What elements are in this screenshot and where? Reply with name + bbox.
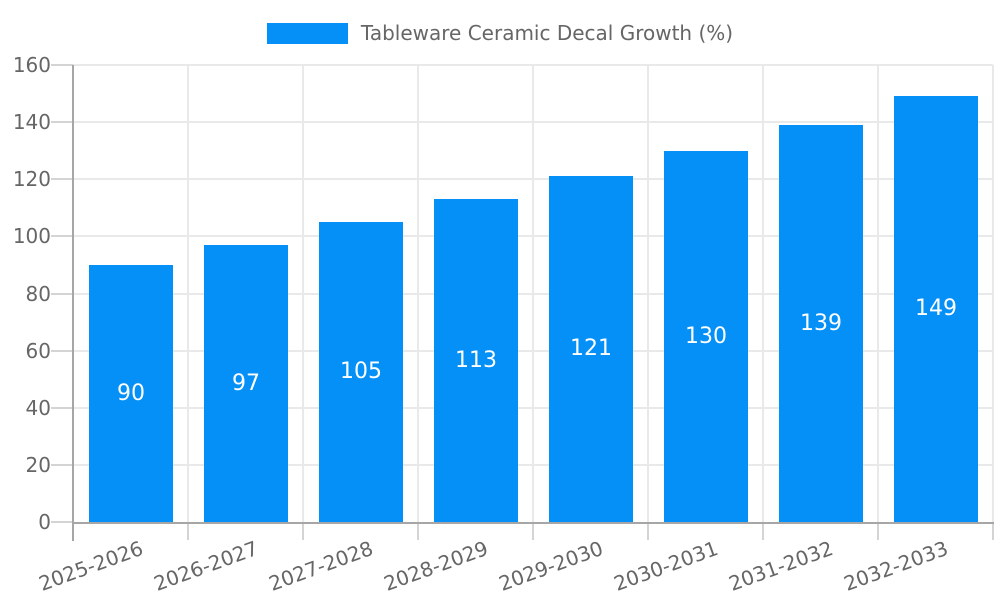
bar: [664, 151, 748, 522]
bar-value-label: 113: [455, 348, 497, 373]
x-tick-mark: [417, 524, 419, 540]
bar: [894, 96, 978, 522]
bar: [204, 245, 288, 522]
y-tick-label: 80: [25, 282, 51, 306]
y-tick-mark: [51, 464, 73, 466]
bar-value-label: 130: [685, 324, 727, 349]
y-tick-label: 160: [12, 53, 51, 77]
x-tick-label: 2028-2029: [380, 536, 492, 596]
x-tick-mark: [877, 524, 879, 540]
x-tick-label: 2027-2028: [265, 536, 377, 596]
bar: [89, 265, 173, 522]
y-tick-label: 120: [12, 167, 51, 191]
bar-value-label: 139: [800, 311, 842, 336]
y-axis-line: [72, 65, 74, 541]
gridline-vertical: [647, 65, 649, 522]
gridline-vertical: [992, 65, 994, 522]
bar: [779, 125, 863, 522]
y-tick-mark: [51, 64, 73, 66]
x-tick-mark: [302, 524, 304, 540]
y-tick-label: 60: [25, 339, 51, 363]
x-tick-label: 2026-2027: [150, 536, 262, 596]
x-tick-label: 2032-2033: [840, 536, 952, 596]
bar-value-label: 105: [340, 359, 382, 384]
y-tick-mark: [51, 350, 73, 352]
y-tick-mark: [51, 235, 73, 237]
bar: [549, 176, 633, 522]
y-tick-mark: [51, 178, 73, 180]
y-tick-mark: [51, 121, 73, 123]
legend-label: Tableware Ceramic Decal Growth (%): [360, 21, 734, 45]
x-tick-label: 2029-2030: [495, 536, 607, 596]
bar-value-label: 90: [117, 381, 145, 406]
x-tick-label: 2025-2026: [35, 536, 147, 596]
x-tick-mark: [532, 524, 534, 540]
y-tick-mark: [51, 293, 73, 295]
bar-value-label: 121: [570, 336, 612, 361]
y-tick-mark: [51, 521, 73, 523]
x-axis-line: [72, 522, 994, 524]
y-tick-label: 140: [12, 110, 51, 134]
y-tick-label: 0: [38, 510, 51, 534]
bar-value-label: 97: [232, 371, 260, 396]
gridline-vertical: [532, 65, 534, 522]
x-tick-label: 2031-2032: [725, 536, 837, 596]
bar: [434, 199, 518, 522]
y-tick-label: 40: [25, 396, 51, 420]
gridline-vertical: [417, 65, 419, 522]
x-tick-mark: [187, 524, 189, 540]
gridline-vertical: [877, 65, 879, 522]
y-tick-label: 20: [25, 453, 51, 477]
x-tick-mark: [647, 524, 649, 540]
bar-value-label: 149: [915, 296, 957, 321]
gridline-vertical: [302, 65, 304, 522]
gridline-vertical: [187, 65, 189, 522]
chart-legend[interactable]: Tableware Ceramic Decal Growth (%): [0, 20, 1000, 46]
y-tick-label: 100: [12, 224, 51, 248]
x-tick-mark: [762, 524, 764, 540]
gridline-vertical: [762, 65, 764, 522]
x-tick-label: 2030-2031: [610, 536, 722, 596]
bar: [319, 222, 403, 522]
y-tick-mark: [51, 407, 73, 409]
x-tick-mark: [992, 524, 994, 540]
legend-swatch: [266, 22, 348, 44]
